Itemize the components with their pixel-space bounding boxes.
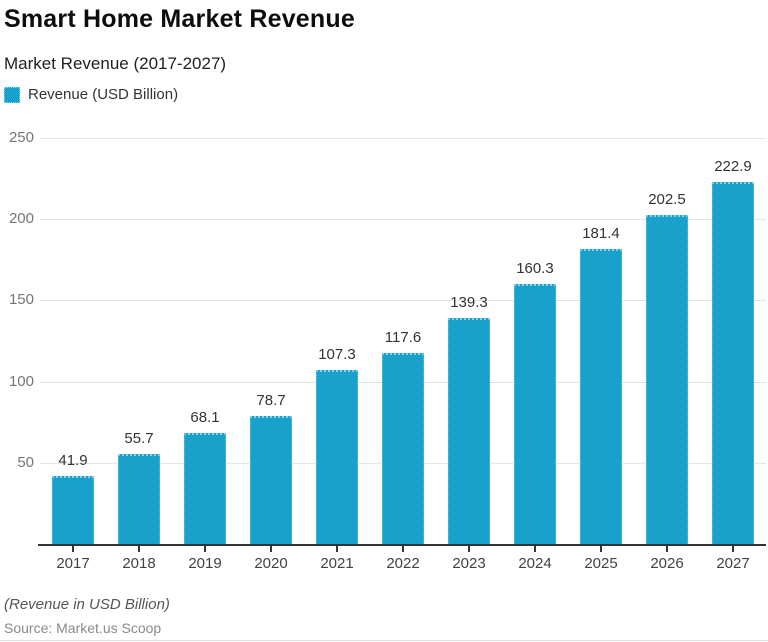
bar-value-label-2018: 55.7	[124, 429, 154, 447]
x-axis-tick-label-2023: 2023	[452, 555, 486, 572]
x-axis-tick-label-2020: 2020	[254, 555, 288, 572]
bar-2020	[250, 416, 292, 544]
bar-2022	[382, 353, 424, 544]
legend-label: Revenue (USD Billion)	[28, 86, 179, 103]
x-axis-tick-2018	[138, 546, 140, 552]
bar-2023	[448, 317, 490, 544]
x-axis-tick-label-2025: 2025	[584, 555, 618, 572]
y-axis-tick-label-200: 200	[8, 210, 34, 228]
grid-line-200	[40, 219, 766, 221]
x-axis-tick-label-2017: 2017	[56, 555, 90, 572]
bar-2018	[118, 453, 160, 544]
grid-line-250	[40, 138, 766, 139]
bar-value-label-2022: 117.6	[384, 329, 422, 347]
bar-value-label-2024: 160.3	[516, 259, 554, 277]
x-axis-tick-2022	[402, 546, 404, 552]
bar-2021	[316, 369, 358, 544]
x-axis-tick-label-2027: 2027	[716, 555, 750, 572]
bar-2017	[52, 475, 94, 544]
bar-value-label-2017: 41.9	[58, 451, 88, 469]
x-axis-tick-label-2024: 2024	[518, 555, 552, 572]
bar-value-label-2026: 202.5	[648, 191, 686, 209]
y-axis-tick-label-50: 50	[17, 453, 34, 471]
x-axis-tick-2023	[468, 546, 470, 552]
y-axis-tick-label-250: 250	[8, 129, 34, 146]
chart-footnote: (Revenue in USD Billion)	[4, 596, 170, 613]
x-axis-tick-label-2022: 2022	[386, 555, 420, 572]
bar-2024	[514, 283, 556, 544]
bar-value-label-2023: 139.3	[450, 293, 488, 311]
bottom-divider	[0, 640, 768, 641]
bar-value-label-2021: 107.3	[318, 345, 356, 363]
page-title: Smart Home Market Revenue	[4, 5, 355, 33]
bar-2019	[184, 433, 226, 544]
x-axis-tick-2019	[204, 546, 206, 552]
bar-2025	[580, 249, 622, 544]
x-axis-tick-label-2019: 2019	[188, 555, 222, 572]
legend-swatch-icon	[4, 86, 20, 103]
x-axis-tick-2021	[336, 546, 338, 552]
y-axis-tick-label-100: 100	[8, 372, 34, 390]
x-axis-tick-label-2018: 2018	[122, 555, 156, 572]
chart-subtitle: Market Revenue (2017-2027)	[4, 54, 227, 73]
x-axis-tick-2025	[600, 546, 602, 552]
y-axis-tick-label-150: 150	[8, 291, 34, 309]
bar-value-label-2025: 181.4	[582, 225, 620, 243]
bar-value-label-2019: 68.1	[190, 409, 220, 427]
x-axis-tick-2017	[72, 546, 74, 552]
x-axis-tick-label-2026: 2026	[650, 555, 684, 572]
bar-2027	[712, 182, 754, 544]
chart-source: Source: Market.us Scoop	[4, 620, 162, 636]
chart-legend: Revenue (USD Billion)	[4, 86, 178, 103]
bar-value-label-2020: 78.7	[256, 392, 286, 410]
x-axis-tick-2020	[270, 546, 272, 552]
bar-2026	[646, 215, 688, 544]
x-axis-tick-2027	[732, 546, 734, 552]
x-axis-line	[38, 544, 766, 546]
grid-line-150	[40, 300, 766, 302]
x-axis-tick-2024	[534, 546, 536, 552]
x-axis-tick-label-2021: 2021	[320, 555, 354, 572]
x-axis-tick-2026	[666, 546, 668, 552]
bar-value-label-2027: 222.9	[714, 158, 752, 175]
